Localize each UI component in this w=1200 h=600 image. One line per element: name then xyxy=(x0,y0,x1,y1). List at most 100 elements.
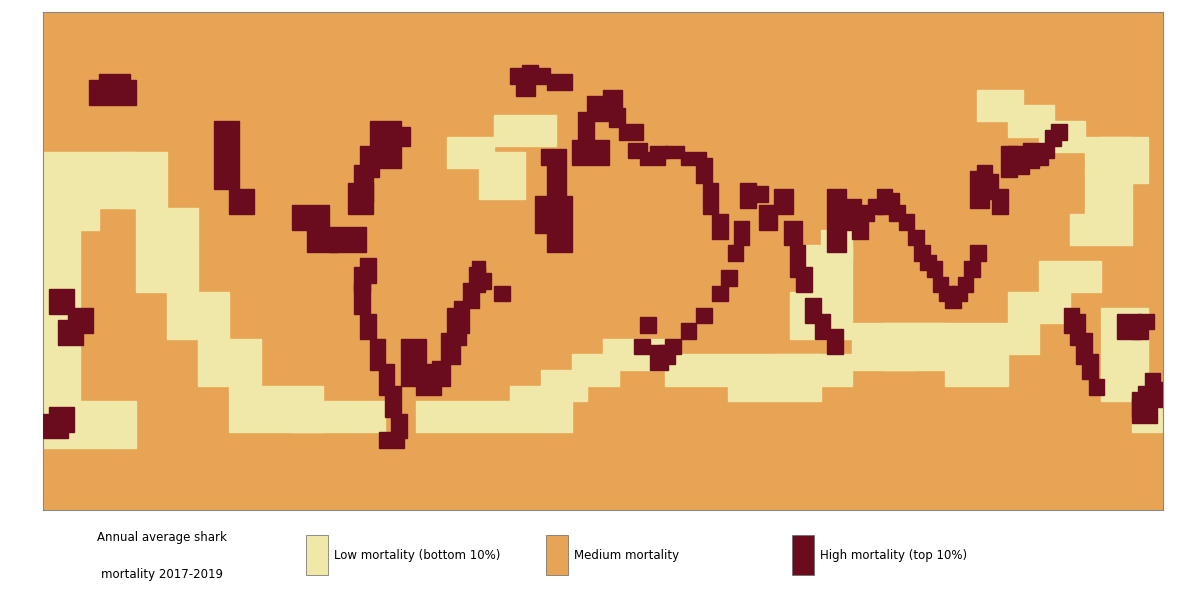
Bar xyxy=(578,112,594,143)
Bar xyxy=(628,143,647,158)
Bar xyxy=(964,261,979,277)
Bar xyxy=(1132,323,1147,339)
Bar xyxy=(360,314,376,339)
Bar xyxy=(952,286,967,301)
Bar xyxy=(1008,106,1055,136)
Bar xyxy=(547,74,572,90)
Bar xyxy=(774,190,793,214)
Bar xyxy=(971,171,989,208)
Bar xyxy=(805,245,852,292)
Bar xyxy=(385,385,401,416)
Bar xyxy=(883,323,946,370)
Bar xyxy=(98,74,130,90)
Bar xyxy=(641,317,656,332)
Bar xyxy=(516,80,534,96)
Bar xyxy=(448,136,494,167)
Bar xyxy=(665,146,684,158)
Bar xyxy=(758,205,778,230)
Bar xyxy=(229,190,254,214)
Bar xyxy=(572,355,618,385)
Bar xyxy=(1076,332,1092,364)
Bar xyxy=(136,245,198,292)
Text: Medium mortality: Medium mortality xyxy=(574,548,679,562)
Bar xyxy=(588,96,612,121)
Text: Annual average shark: Annual average shark xyxy=(97,530,227,544)
FancyBboxPatch shape xyxy=(546,535,568,575)
Bar xyxy=(827,190,846,251)
Bar xyxy=(604,90,622,115)
Bar xyxy=(376,127,395,152)
Bar xyxy=(120,152,167,208)
Bar xyxy=(852,323,914,370)
Bar xyxy=(1132,398,1157,423)
Bar xyxy=(1086,167,1132,214)
Bar xyxy=(214,121,239,190)
Bar xyxy=(1116,314,1141,339)
Bar xyxy=(1139,314,1154,329)
Bar xyxy=(1086,136,1132,167)
Bar xyxy=(391,413,407,439)
Bar xyxy=(416,364,442,395)
Bar xyxy=(494,115,557,146)
Bar xyxy=(752,186,768,202)
Bar xyxy=(43,261,80,308)
Bar xyxy=(727,355,821,401)
Bar xyxy=(712,214,727,239)
Bar xyxy=(641,152,665,164)
Bar xyxy=(547,164,565,196)
Bar xyxy=(432,361,450,385)
Bar xyxy=(840,205,856,230)
Bar xyxy=(348,183,373,214)
Bar xyxy=(946,292,961,308)
Bar xyxy=(908,230,924,245)
Bar xyxy=(1032,149,1048,164)
Bar xyxy=(920,255,936,271)
Bar xyxy=(198,339,260,385)
Bar xyxy=(740,183,756,208)
Bar xyxy=(1008,146,1024,171)
Bar xyxy=(868,199,883,214)
Bar xyxy=(1132,392,1147,416)
Bar xyxy=(821,230,852,261)
Bar xyxy=(354,267,370,292)
Bar xyxy=(370,121,401,167)
Bar xyxy=(49,407,74,432)
Bar xyxy=(43,401,136,448)
Bar xyxy=(1132,401,1178,432)
Bar xyxy=(696,308,712,323)
Bar xyxy=(977,164,992,190)
Bar xyxy=(43,208,98,230)
Bar xyxy=(329,227,366,251)
Bar xyxy=(946,355,1008,385)
Bar xyxy=(784,221,802,245)
Bar xyxy=(1039,261,1102,292)
Bar xyxy=(618,124,643,140)
Bar xyxy=(610,109,625,127)
Bar xyxy=(454,301,469,332)
Bar xyxy=(547,196,572,251)
Bar xyxy=(846,199,862,214)
Bar xyxy=(914,245,930,261)
Bar xyxy=(354,164,373,202)
Bar xyxy=(534,68,550,83)
Bar xyxy=(889,205,905,221)
Bar xyxy=(883,193,899,208)
Bar xyxy=(442,332,460,364)
Bar xyxy=(926,261,942,277)
Bar xyxy=(354,283,370,314)
Bar xyxy=(1102,308,1147,355)
Bar xyxy=(703,183,718,214)
Bar xyxy=(827,329,842,355)
Bar xyxy=(1139,398,1154,413)
Bar xyxy=(510,68,526,83)
Bar xyxy=(971,245,986,261)
Bar xyxy=(370,339,385,370)
Bar xyxy=(1088,379,1104,395)
Bar xyxy=(805,298,821,323)
Bar xyxy=(977,90,1024,121)
Bar xyxy=(572,140,610,164)
Bar xyxy=(385,127,410,146)
Bar xyxy=(1024,143,1039,167)
Bar xyxy=(634,339,649,355)
Bar xyxy=(479,274,491,289)
